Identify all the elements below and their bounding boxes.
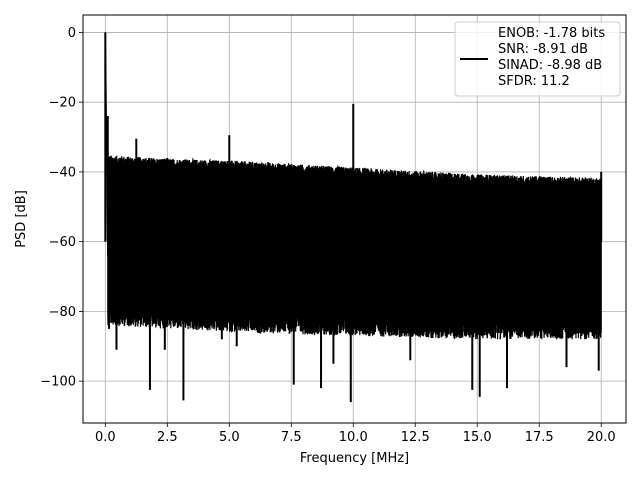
- y-axis-ticks: 0 −20 −40 −60 −80 −100: [40, 26, 83, 390]
- legend-entry-line: SNR: -8.91 dB: [498, 42, 588, 57]
- legend-entry-line: SINAD: -8.98 dB: [498, 58, 602, 73]
- legend-entry-line: ENOB: -1.78 bits: [498, 26, 605, 41]
- x-tick-label: 12.5: [401, 430, 430, 445]
- x-tick-label: 15.0: [463, 430, 492, 445]
- x-tick-label: 2.5: [157, 430, 178, 445]
- y-axis-label: PSD [dB]: [14, 190, 29, 248]
- psd-dc-edge: [104, 32, 109, 256]
- x-tick-label: 20.0: [587, 430, 616, 445]
- legend-box: [454, 21, 621, 97]
- x-tick-label: 10.0: [339, 430, 368, 445]
- x-tick-label: 17.5: [525, 430, 554, 445]
- x-tick-label: 5.0: [219, 430, 240, 445]
- x-axis-label: Frequency [MHz]: [300, 451, 409, 466]
- y-tick-label: −60: [49, 235, 76, 250]
- y-tick-label: −80: [49, 305, 76, 320]
- psd-noise-core: [107, 168, 602, 298]
- y-tick-label: 0: [68, 26, 76, 41]
- y-tick-label: −100: [40, 375, 76, 390]
- axes-frame: [82, 14, 627, 424]
- legend-entry-line: SFDR: 11.2: [498, 74, 570, 89]
- y-tick-label: −20: [49, 96, 76, 111]
- x-tick-label: 7.5: [281, 430, 302, 445]
- plot-area: [104, 32, 603, 403]
- x-tick-label: 0.0: [95, 430, 116, 445]
- x-axis-ticks: 0.0 2.5 5.0 7.5 10.0 12.5 15.0 17.5 20.0: [95, 423, 616, 445]
- y-tick-label: −40: [49, 165, 76, 180]
